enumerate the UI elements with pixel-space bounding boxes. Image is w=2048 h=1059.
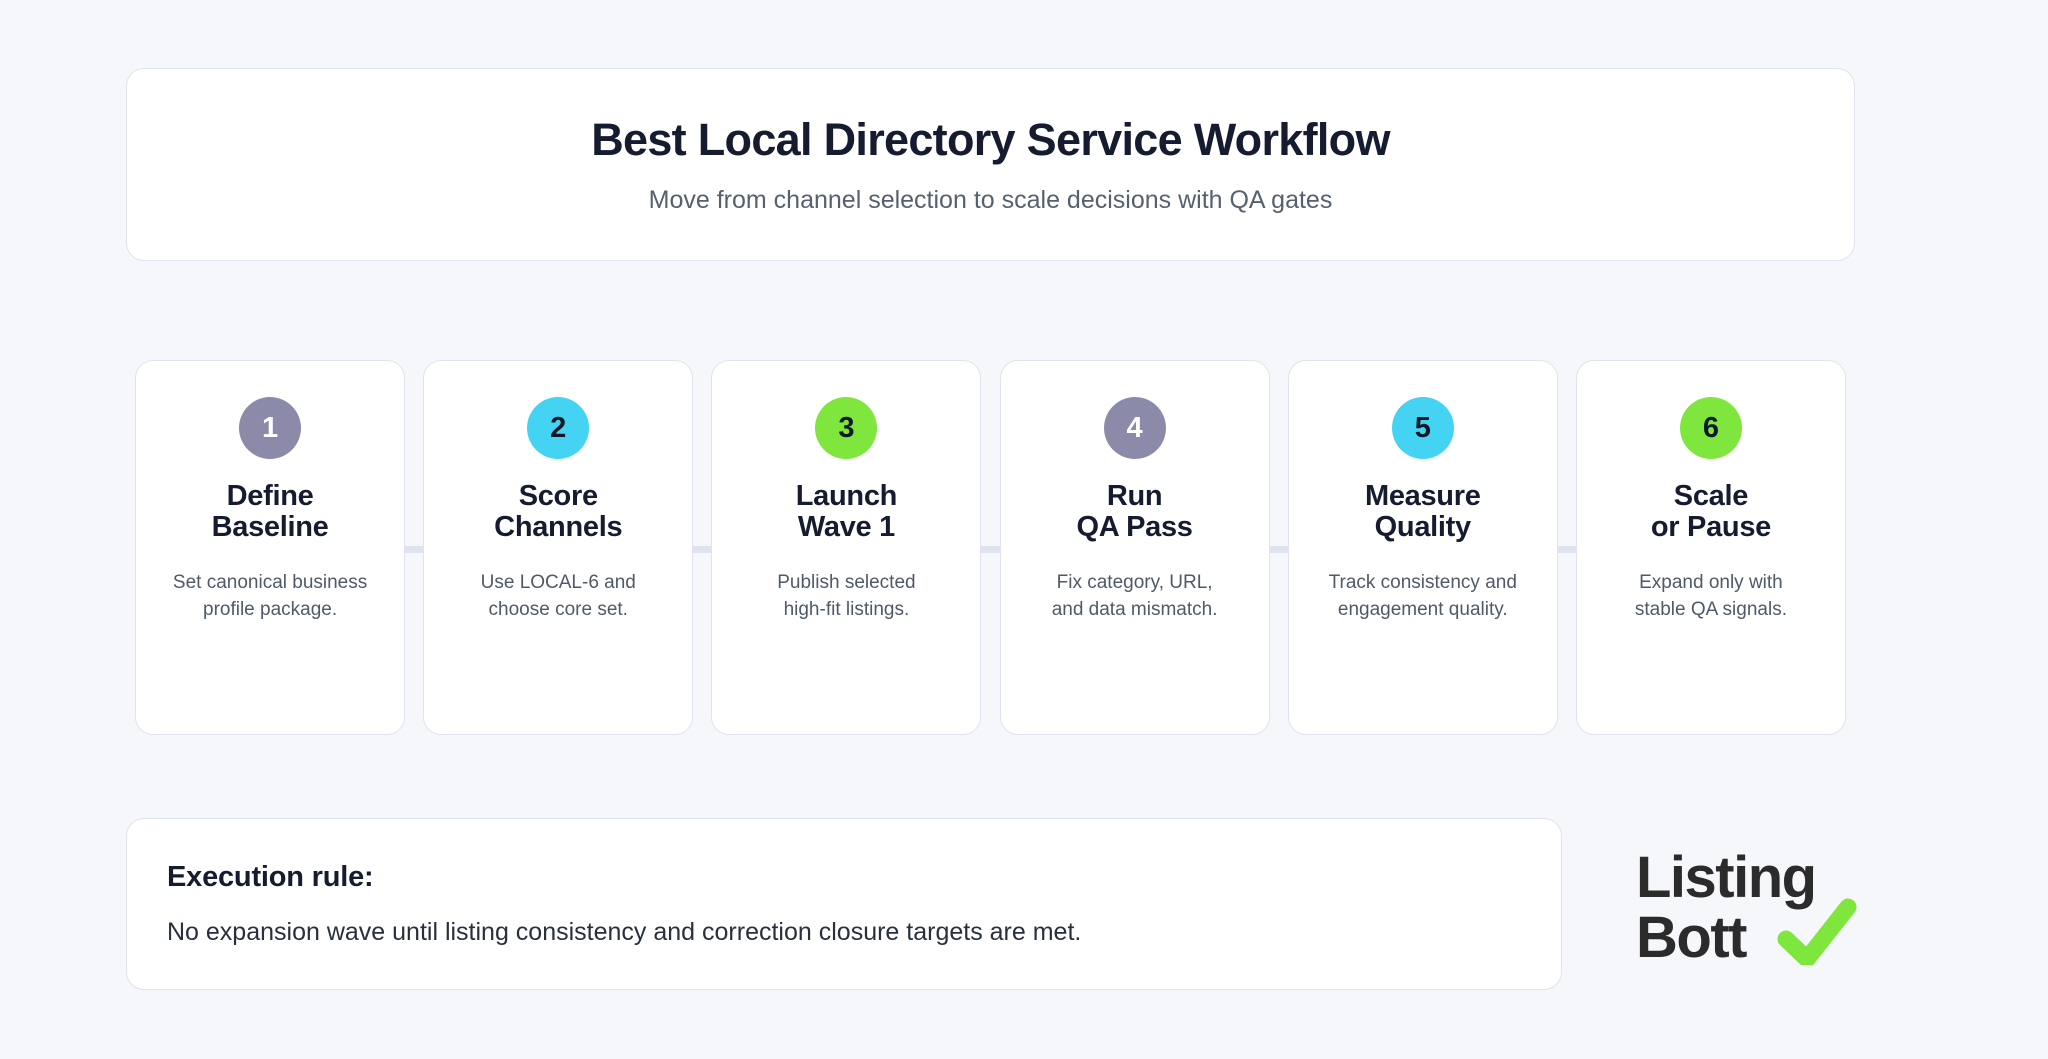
step-slot-5: 5 Measure Quality Track consistency and … (1279, 360, 1581, 735)
step-slot-2: 2 Score Channels Use LOCAL-6 and choose … (414, 360, 717, 735)
step-number-badge-2: 2 (527, 397, 590, 459)
step-card-define-baseline[interactable]: 1 Define Baseline Set canonical business… (135, 360, 406, 735)
step-number-badge-4: 4 (1103, 397, 1166, 459)
step-title-1: Define Baseline (211, 480, 329, 544)
step-title-4: Run QA Pass (1076, 480, 1193, 544)
brand-logo: Listing Bott (1636, 845, 1866, 970)
step-title-6: Scale or Pause (1650, 480, 1771, 544)
step-title-5: Measure Quality (1364, 480, 1481, 544)
step-number-badge-3: 3 (815, 397, 878, 459)
step-title-3: Launch Wave 1 (795, 480, 898, 544)
step-card-launch-wave-1[interactable]: 3 Launch Wave 1 Publish selected high-fi… (711, 360, 982, 735)
step-number-6: 6 (1702, 411, 1719, 444)
step-title-2: Score Channels (494, 480, 623, 544)
step-connector-3-4 (964, 546, 1005, 553)
step-number-badge-6: 6 (1679, 397, 1742, 459)
step-number-badge-1: 1 (239, 397, 302, 459)
step-number-2: 2 (550, 411, 567, 444)
step-card-measure-quality[interactable]: 5 Measure Quality Track consistency and … (1287, 360, 1558, 735)
step-description-5: Track consistency and engagement quality… (1328, 571, 1517, 620)
check-icon (1777, 898, 1857, 968)
step-slot-3: 3 Launch Wave 1 Publish selected high-fi… (702, 360, 1005, 735)
step-number-badge-5: 5 (1391, 397, 1454, 459)
execution-rule-label: Execution rule: (167, 860, 374, 893)
step-number-4: 4 (1126, 411, 1143, 444)
step-connector-4-5 (1252, 546, 1293, 553)
step-card-scale-or-pause[interactable]: 6 Scale or Pause Expand only with stable… (1575, 360, 1846, 735)
header-panel: Best Local Directory Service Workflow Mo… (126, 68, 1855, 261)
step-card-run-qa-pass[interactable]: 4 Run QA Pass Fix category, URL, and dat… (999, 360, 1270, 735)
step-number-3: 3 (838, 411, 855, 444)
step-slot-1: 1 Define Baseline Set canonical business… (126, 360, 429, 735)
step-number-5: 5 (1414, 411, 1431, 444)
step-connector-5-6 (1540, 546, 1581, 553)
step-card-score-channels[interactable]: 2 Score Channels Use LOCAL-6 and choose … (423, 360, 694, 735)
step-slot-6: 6 Scale or Pause Expand only with stable… (1567, 360, 1855, 735)
page-subtitle: Move from channel selection to scale dec… (648, 186, 1333, 215)
step-description-6: Expand only with stable QA signals. (1634, 571, 1787, 620)
step-connector-2-3 (676, 546, 717, 553)
step-number-1: 1 (262, 411, 279, 444)
step-description-3: Publish selected high-fit listings. (777, 571, 916, 620)
brand-logo-line-2: Bott (1636, 905, 1747, 965)
execution-rule-text: No expansion wave until listing consiste… (167, 917, 1082, 946)
step-description-2: Use LOCAL-6 and choose core set. (480, 571, 636, 620)
step-description-4: Fix category, URL, and data mismatch. (1051, 571, 1218, 620)
step-slot-4: 4 Run QA Pass Fix category, URL, and dat… (991, 360, 1293, 735)
step-connector-1-2 (388, 546, 429, 553)
execution-rule-panel: Execution rule: No expansion wave until … (126, 818, 1562, 990)
brand-logo-svg: Listing Bott (1636, 845, 1857, 970)
brand-logo-line-1: Listing (1636, 845, 1816, 910)
workflow-steps: 1 Define Baseline Set canonical business… (126, 360, 1855, 735)
step-description-1: Set canonical business profile package. (172, 571, 368, 620)
page-title: Best Local Directory Service Workflow (591, 113, 1390, 165)
